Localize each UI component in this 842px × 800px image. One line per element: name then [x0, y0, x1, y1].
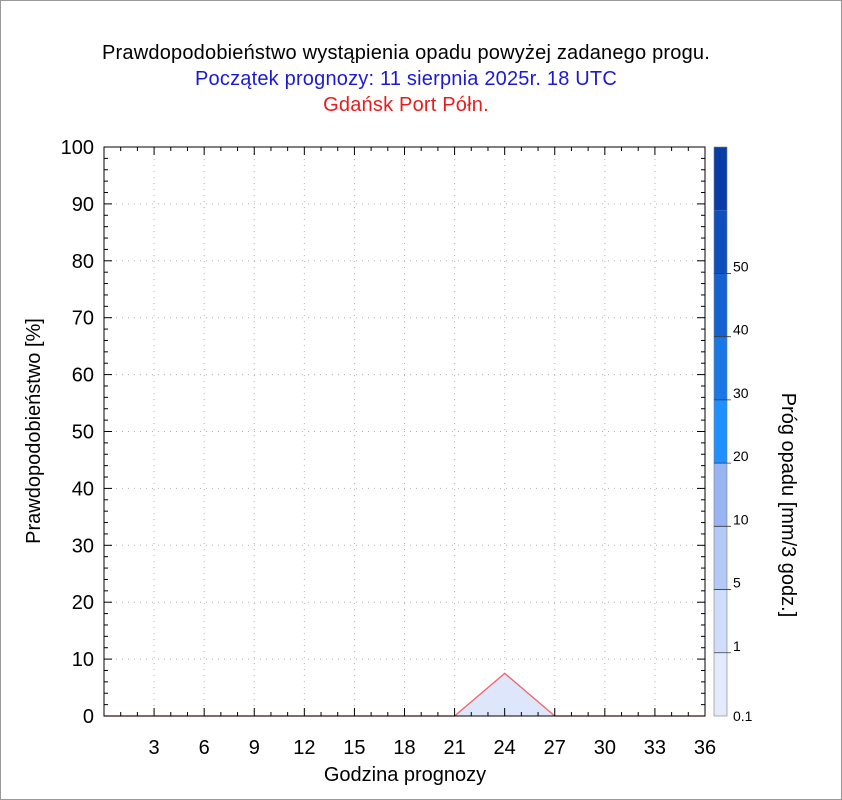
y-tick-label: 0	[83, 706, 94, 728]
x-tick-label: 30	[594, 737, 616, 759]
colorbar-level-label: 10	[733, 511, 749, 527]
colorbar-segment	[714, 399, 727, 464]
x-axis-label: Godzina prognozy	[324, 764, 486, 786]
x-tick-label: 21	[443, 737, 465, 759]
x-tick-label: 6	[199, 737, 210, 759]
colorbar-segment	[714, 463, 727, 527]
grid	[104, 147, 705, 716]
y-tick-label: 100	[61, 137, 94, 159]
location-subtitle: Gdańsk Port Półn.	[323, 94, 489, 116]
colorbar-segment	[714, 336, 727, 400]
colorbar-segment	[714, 147, 727, 211]
colorbar-level-label: 50	[733, 258, 749, 274]
y-tick-label: 20	[72, 592, 94, 614]
colorbar-level-label: 20	[733, 448, 749, 464]
x-tick-label: 33	[644, 737, 666, 759]
colorbar: 0.1 1 5 10 20 30 40 50	[713, 146, 753, 724]
y-tick-label: 10	[72, 649, 94, 671]
axes: 3 6 9 12 15 18 21 24 27 30 33 360102030405060708090…	[61, 137, 717, 759]
forecast-start-subtitle: Początek prognozy: 11 sierpnia 2025r. 18…	[195, 68, 617, 90]
colorbar-level-label: 1	[733, 638, 741, 654]
colorbar-segment	[714, 652, 727, 716]
x-tick-label: 3	[149, 737, 160, 759]
x-tick-label: 9	[249, 737, 260, 759]
colorbar-segment	[714, 210, 727, 274]
y-tick-label: 60	[72, 365, 94, 387]
x-tick-label: 36	[694, 737, 716, 759]
colorbar-level-label: 0.1	[733, 708, 753, 724]
colorbar-level-label: 5	[733, 575, 741, 591]
colorbar-label: Próg opadu [mm/3 godz.]	[777, 393, 799, 618]
x-tick-label: 27	[544, 737, 566, 759]
y-tick-label: 80	[72, 251, 94, 273]
y-tick-label: 90	[72, 194, 94, 216]
colorbar-level-label: 40	[733, 322, 749, 338]
colorbar-border	[713, 146, 728, 717]
x-tick-label: 18	[393, 737, 415, 759]
x-tick-label: 12	[293, 737, 315, 759]
y-axis-label: Prawdopodobieństwo [%]	[23, 318, 45, 544]
y-tick-label: 40	[72, 478, 94, 500]
chart-title: Prawdopodobieństwo wystąpienia opadu pow…	[102, 42, 710, 64]
y-tick-label: 50	[72, 422, 94, 444]
x-tick-label: 15	[343, 737, 365, 759]
colorbar-segment	[714, 526, 727, 590]
colorbar-segment	[714, 273, 727, 337]
colorbar-segment	[714, 589, 727, 653]
colorbar-level-label: 30	[733, 385, 749, 401]
y-tick-label: 30	[72, 535, 94, 557]
y-tick-label: 70	[72, 308, 94, 330]
x-tick-label: 24	[494, 737, 516, 759]
